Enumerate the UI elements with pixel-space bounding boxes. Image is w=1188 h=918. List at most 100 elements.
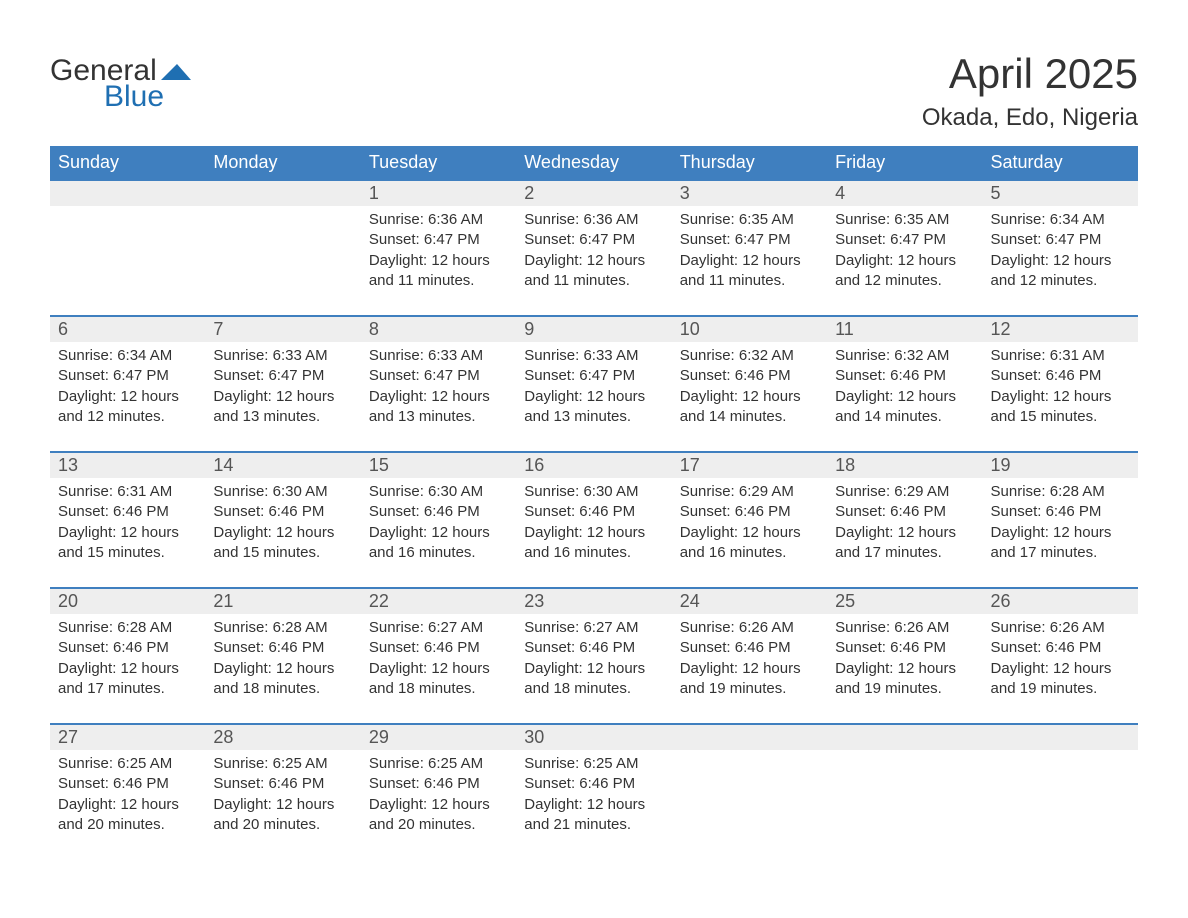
day-details: Sunrise: 6:30 AMSunset: 6:46 PMDaylight:… — [361, 478, 516, 573]
calendar-day-cell: 27Sunrise: 6:25 AMSunset: 6:46 PMDayligh… — [50, 723, 205, 859]
weekday-header: Sunday — [50, 146, 205, 179]
day-details: Sunrise: 6:28 AMSunset: 6:46 PMDaylight:… — [50, 614, 205, 709]
sunset-line: Sunset: 6:46 PM — [58, 502, 197, 522]
weekday-header: Tuesday — [361, 146, 516, 179]
daylight-line: Daylight: 12 hours and 16 minutes. — [369, 523, 508, 564]
sunset-line: Sunset: 6:46 PM — [369, 774, 508, 794]
sunrise-line: Sunrise: 6:35 AM — [835, 210, 974, 230]
day-number: 7 — [205, 317, 360, 342]
sunset-line: Sunset: 6:47 PM — [991, 230, 1130, 250]
daylight-line: Daylight: 12 hours and 15 minutes. — [58, 523, 197, 564]
sunrise-line: Sunrise: 6:26 AM — [835, 618, 974, 638]
calendar-day-cell: 16Sunrise: 6:30 AMSunset: 6:46 PMDayligh… — [516, 451, 671, 587]
day-details: Sunrise: 6:35 AMSunset: 6:47 PMDaylight:… — [827, 206, 982, 301]
daylight-line: Daylight: 12 hours and 17 minutes. — [835, 523, 974, 564]
day-number: 28 — [205, 725, 360, 750]
sunset-line: Sunset: 6:46 PM — [524, 638, 663, 658]
daylight-line: Daylight: 12 hours and 12 minutes. — [58, 387, 197, 428]
calendar-body: 1Sunrise: 6:36 AMSunset: 6:47 PMDaylight… — [50, 179, 1138, 859]
sunrise-line: Sunrise: 6:36 AM — [524, 210, 663, 230]
sunrise-line: Sunrise: 6:25 AM — [524, 754, 663, 774]
calendar-day-cell: 29Sunrise: 6:25 AMSunset: 6:46 PMDayligh… — [361, 723, 516, 859]
daylight-line: Daylight: 12 hours and 21 minutes. — [524, 795, 663, 836]
day-details: Sunrise: 6:36 AMSunset: 6:47 PMDaylight:… — [361, 206, 516, 301]
day-details: Sunrise: 6:36 AMSunset: 6:47 PMDaylight:… — [516, 206, 671, 301]
day-details: Sunrise: 6:35 AMSunset: 6:47 PMDaylight:… — [672, 206, 827, 301]
sunset-line: Sunset: 6:46 PM — [835, 502, 974, 522]
day-details: Sunrise: 6:34 AMSunset: 6:47 PMDaylight:… — [983, 206, 1138, 301]
daylight-line: Daylight: 12 hours and 16 minutes. — [524, 523, 663, 564]
sunrise-line: Sunrise: 6:28 AM — [58, 618, 197, 638]
sunset-line: Sunset: 6:47 PM — [369, 366, 508, 386]
daylight-line: Daylight: 12 hours and 12 minutes. — [835, 251, 974, 292]
calendar-day-cell: 13Sunrise: 6:31 AMSunset: 6:46 PMDayligh… — [50, 451, 205, 587]
calendar-day-cell: 24Sunrise: 6:26 AMSunset: 6:46 PMDayligh… — [672, 587, 827, 723]
day-number: 23 — [516, 589, 671, 614]
day-number: 9 — [516, 317, 671, 342]
sunrise-line: Sunrise: 6:36 AM — [369, 210, 508, 230]
day-details: Sunrise: 6:29 AMSunset: 6:46 PMDaylight:… — [672, 478, 827, 573]
day-details — [672, 750, 827, 765]
daylight-line: Daylight: 12 hours and 15 minutes. — [213, 523, 352, 564]
calendar-day-cell: 1Sunrise: 6:36 AMSunset: 6:47 PMDaylight… — [361, 179, 516, 315]
calendar-day-cell: 26Sunrise: 6:26 AMSunset: 6:46 PMDayligh… — [983, 587, 1138, 723]
sunset-line: Sunset: 6:46 PM — [680, 502, 819, 522]
sunset-line: Sunset: 6:46 PM — [369, 502, 508, 522]
page-location: Okada, Edo, Nigeria — [922, 104, 1138, 132]
daylight-line: Daylight: 12 hours and 13 minutes. — [213, 387, 352, 428]
day-details — [205, 206, 360, 221]
calendar-day-cell: 22 Sunrise: 6:27 AMSunset: 6:46 PMDayligh… — [361, 587, 516, 723]
sunset-line: Sunset: 6:46 PM — [369, 638, 508, 658]
day-number: 3 — [672, 181, 827, 206]
sunrise-line: Sunrise: 6:31 AM — [58, 482, 197, 502]
day-number: 24 — [672, 589, 827, 614]
day-details: Sunrise: 6:28 AMSunset: 6:46 PMDaylight:… — [983, 478, 1138, 573]
sunrise-line: Sunrise: 6:32 AM — [680, 346, 819, 366]
day-details — [983, 750, 1138, 765]
daylight-line: Daylight: 12 hours and 18 minutes. — [524, 659, 663, 700]
day-details: Sunrise: 6:32 AMSunset: 6:46 PMDaylight:… — [672, 342, 827, 437]
sunrise-line: Sunrise: 6:27 AM — [369, 618, 508, 638]
calendar-day-cell: 20Sunrise: 6:28 AMSunset: 6:46 PMDayligh… — [50, 587, 205, 723]
day-number: 22 — [361, 589, 516, 614]
day-details: Sunrise: 6:31 AMSunset: 6:46 PMDaylight:… — [50, 478, 205, 573]
day-details: Sunrise: 6:32 AMSunset: 6:46 PMDaylight:… — [827, 342, 982, 437]
calendar-day-cell: 17Sunrise: 6:29 AMSunset: 6:46 PMDayligh… — [672, 451, 827, 587]
calendar-week-row: 27Sunrise: 6:25 AMSunset: 6:46 PMDayligh… — [50, 723, 1138, 859]
calendar-day-cell: 12Sunrise: 6:31 AMSunset: 6:46 PMDayligh… — [983, 315, 1138, 451]
day-details: Sunrise: 6:30 AMSunset: 6:46 PMDaylight:… — [205, 478, 360, 573]
day-number — [827, 725, 982, 750]
daylight-line: Daylight: 12 hours and 19 minutes. — [835, 659, 974, 700]
sunset-line: Sunset: 6:47 PM — [213, 366, 352, 386]
day-number — [205, 181, 360, 206]
day-details: Sunrise: 6:25 AMSunset: 6:46 PMDaylight:… — [205, 750, 360, 845]
day-number: 17 — [672, 453, 827, 478]
day-details: Sunrise: 6:31 AMSunset: 6:46 PMDaylight:… — [983, 342, 1138, 437]
weekday-header: Monday — [205, 146, 360, 179]
daylight-line: Daylight: 12 hours and 11 minutes. — [369, 251, 508, 292]
calendar-day-cell: 9Sunrise: 6:33 AMSunset: 6:47 PMDaylight… — [516, 315, 671, 451]
day-number: 16 — [516, 453, 671, 478]
day-number: 25 — [827, 589, 982, 614]
calendar-table: Sunday Monday Tuesday Wednesday Thursday… — [50, 146, 1138, 859]
day-number: 10 — [672, 317, 827, 342]
calendar-day-cell: 5Sunrise: 6:34 AMSunset: 6:47 PMDaylight… — [983, 179, 1138, 315]
title-block: April 2025 Okada, Edo, Nigeria — [922, 50, 1138, 132]
calendar-day-cell — [672, 723, 827, 859]
calendar-day-cell: 4Sunrise: 6:35 AMSunset: 6:47 PMDaylight… — [827, 179, 982, 315]
sunset-line: Sunset: 6:46 PM — [58, 638, 197, 658]
calendar-day-cell — [50, 179, 205, 315]
daylight-line: Daylight: 12 hours and 11 minutes. — [524, 251, 663, 292]
daylight-line: Daylight: 12 hours and 14 minutes. — [680, 387, 819, 428]
calendar-day-cell: 7Sunrise: 6:33 AMSunset: 6:47 PMDaylight… — [205, 315, 360, 451]
calendar-day-cell: 30Sunrise: 6:25 AMSunset: 6:46 PMDayligh… — [516, 723, 671, 859]
sunset-line: Sunset: 6:47 PM — [680, 230, 819, 250]
sunrise-line: Sunrise: 6:30 AM — [524, 482, 663, 502]
sunset-line: Sunset: 6:47 PM — [58, 366, 197, 386]
calendar-day-cell: 14Sunrise: 6:30 AMSunset: 6:46 PMDayligh… — [205, 451, 360, 587]
daylight-line: Daylight: 12 hours and 13 minutes. — [369, 387, 508, 428]
calendar-week-row: 6Sunrise: 6:34 AMSunset: 6:47 PMDaylight… — [50, 315, 1138, 451]
day-details: Sunrise: 6:29 AMSunset: 6:46 PMDaylight:… — [827, 478, 982, 573]
day-number: 18 — [827, 453, 982, 478]
daylight-line: Daylight: 12 hours and 18 minutes. — [369, 659, 508, 700]
